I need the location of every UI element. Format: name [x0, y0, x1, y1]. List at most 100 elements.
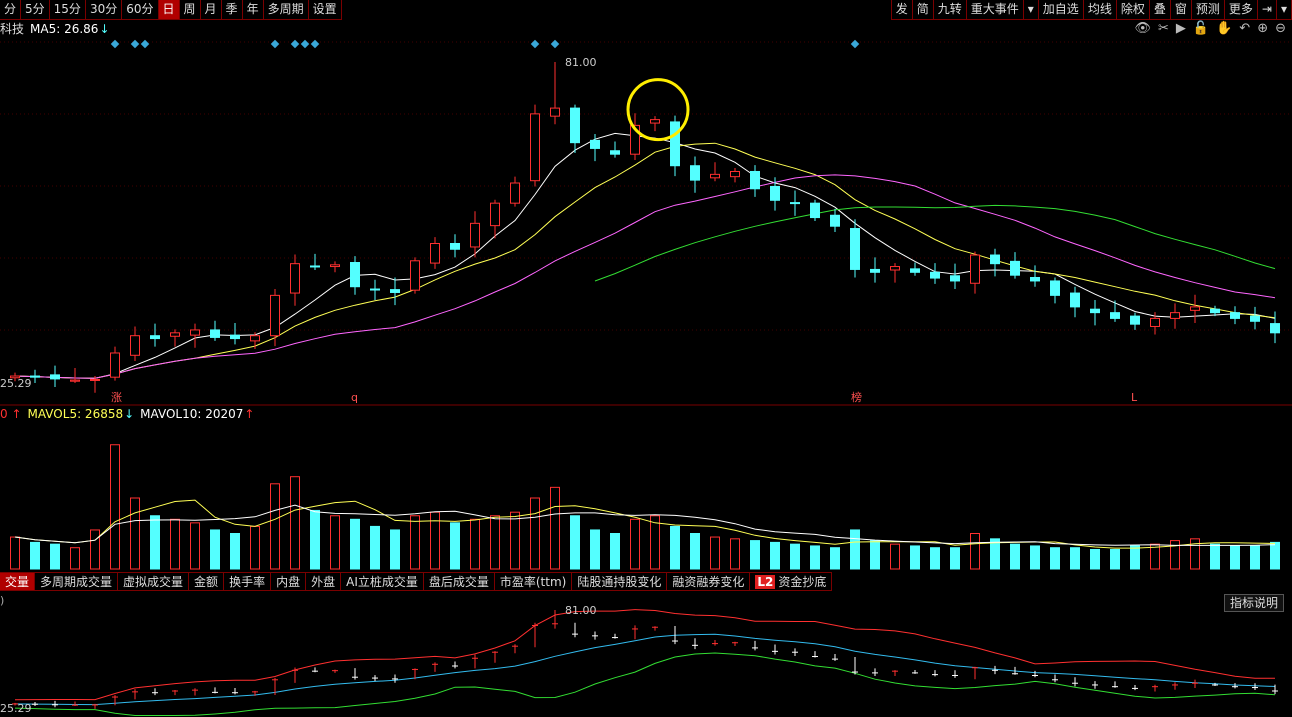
toolbar-button-9[interactable]: 窗 — [1171, 0, 1192, 19]
zoom-in-icon[interactable]: ⊕ — [1257, 21, 1269, 36]
indicator-explain-button[interactable]: 指标说明 — [1223, 594, 1284, 612]
candle — [1070, 286, 1080, 318]
lock-icon[interactable]: 🔓 — [1192, 21, 1210, 36]
toolbar-button-11[interactable]: 更多 — [1225, 0, 1258, 19]
volume-bar — [610, 533, 620, 570]
indicator-chart[interactable]: 81.00 25.29 — [0, 606, 1292, 716]
indicator-tab-11[interactable]: 融资融券变化 — [667, 573, 751, 590]
zoom-out-icon[interactable]: ⊖ — [1275, 21, 1286, 36]
signal-diamond-icon[interactable] — [300, 39, 310, 49]
signal-diamond-icon[interactable] — [130, 39, 140, 49]
ma60-line — [594, 204, 1276, 282]
candle — [190, 323, 200, 348]
toolbar-button-7[interactable]: 除权 — [1117, 0, 1150, 19]
period-tab-7[interactable]: 月 — [201, 0, 222, 19]
period-tab-0[interactable]: 分 — [0, 0, 22, 19]
period-tab-3[interactable]: 30分 — [86, 0, 123, 19]
candle — [1130, 312, 1140, 330]
candle — [250, 332, 260, 349]
volume-bar — [750, 540, 760, 570]
volume-bar — [590, 529, 600, 570]
indicator-tab-10[interactable]: 陆股通持股变化 — [572, 573, 668, 590]
event-marker[interactable]: 涨 — [111, 391, 122, 404]
high-price-label: 81.00 — [565, 56, 597, 69]
volume-bar — [690, 533, 700, 570]
volume-bar — [730, 538, 740, 570]
toolbar-button-6[interactable]: 均线 — [1084, 0, 1117, 19]
hand-icon[interactable]: ✋ — [1216, 21, 1233, 36]
indicator-tab-0[interactable]: 交量 — [0, 573, 36, 590]
undo-icon[interactable]: ↶ — [1239, 21, 1251, 36]
volume-bar — [30, 541, 40, 570]
candle — [1170, 303, 1180, 329]
volume-bar — [670, 525, 680, 570]
indicator-tab-5[interactable]: 内盘 — [271, 573, 307, 590]
toolbar-button-10[interactable]: 预测 — [1192, 0, 1225, 19]
indicator-tab-6[interactable]: 外盘 — [306, 573, 342, 590]
mavol5-line — [14, 499, 1276, 549]
toolbar-button-1[interactable]: 简 — [913, 0, 934, 19]
candle — [330, 261, 340, 273]
candle — [630, 113, 640, 160]
candle — [210, 320, 220, 341]
signal-diamond-icon[interactable] — [140, 39, 150, 49]
signal-diamond-icon[interactable] — [530, 39, 540, 49]
toolbar-button-3[interactable]: 重大事件 — [967, 0, 1024, 19]
candle — [550, 62, 560, 125]
period-tab-1[interactable]: 5分 — [21, 0, 50, 19]
toolbar-button-13[interactable]: ▾ — [1277, 0, 1292, 19]
ma10-line — [14, 142, 1276, 379]
candle — [270, 289, 280, 347]
volume-prefix: 0 ↑ — [0, 407, 22, 421]
volume-bar — [570, 515, 580, 570]
down-arrow-icon: ↓ — [124, 407, 135, 421]
volume-bar — [1250, 545, 1260, 570]
indicator-tab-1[interactable]: 多周期成交量 — [35, 573, 119, 590]
toolbar-button-12[interactable]: ⇥ — [1258, 0, 1277, 19]
candle — [30, 369, 40, 383]
period-tab-6[interactable]: 周 — [180, 0, 201, 19]
indicator-tab-7[interactable]: AI立桩成交量 — [341, 573, 424, 590]
indicator-tab-12[interactable]: L2 资金抄底 — [750, 573, 833, 590]
period-tab-9[interactable]: 年 — [243, 0, 264, 19]
signal-diamond-icon[interactable] — [850, 39, 860, 49]
volume-bar — [410, 515, 420, 570]
toolbar-button-5[interactable]: 加自选 — [1039, 0, 1084, 19]
signal-diamond-icon[interactable] — [270, 39, 280, 49]
period-tab-5[interactable]: 日 — [158, 0, 180, 19]
candle — [130, 326, 140, 362]
candle — [790, 190, 800, 216]
indicator-tab-3[interactable]: 金额 — [189, 573, 225, 590]
volume-chart[interactable] — [0, 421, 1292, 571]
period-tab-4[interactable]: 60分 — [122, 0, 159, 19]
toolbar-button-0[interactable]: 发 — [892, 0, 913, 19]
signal-diamond-icon[interactable] — [290, 39, 300, 49]
candlestick-chart[interactable]: 81.00 25.29 涨 q 榜 L — [0, 38, 1292, 406]
volume-bar — [450, 522, 460, 570]
indicator-tab-label: 内盘 — [276, 575, 301, 589]
period-tab-2[interactable]: 15分 — [50, 0, 86, 19]
candle — [1030, 265, 1040, 287]
play-icon[interactable]: ▶ — [1175, 21, 1186, 36]
event-marker[interactable]: L — [1131, 391, 1138, 404]
period-tab-11[interactable]: 设置 — [309, 0, 342, 19]
toolbar-button-4[interactable]: ▾ — [1024, 0, 1039, 19]
indicator-tab-2[interactable]: 虚拟成交量 — [118, 573, 190, 590]
scissors-icon[interactable]: ✂ — [1158, 21, 1169, 36]
signal-diamond-icon[interactable] — [310, 39, 320, 49]
eye-icon[interactable]: 👁 — [1134, 21, 1151, 36]
indicator-tab-4[interactable]: 换手率 — [224, 573, 272, 590]
period-tab-10[interactable]: 多周期 — [264, 0, 309, 19]
signal-diamond-icon[interactable] — [110, 39, 120, 49]
toolbar-button-8[interactable]: 叠 — [1150, 0, 1171, 19]
event-marker[interactable]: q — [351, 391, 358, 404]
volume-bar — [370, 525, 380, 570]
event-marker[interactable]: 榜 — [851, 390, 862, 404]
period-tab-8[interactable]: 季 — [222, 0, 243, 19]
indicator-tab-8[interactable]: 盘后成交量 — [424, 573, 495, 590]
signal-diamond-icon[interactable] — [550, 39, 560, 49]
volume-info: 0 ↑ MAVOL5: 26858 ↓ MAVOL10: 20207 ↑ — [0, 407, 254, 421]
toolbar-button-2[interactable]: 九转 — [934, 0, 967, 19]
volume-bar — [850, 529, 860, 570]
indicator-tab-9[interactable]: 市盈率(ttm) — [495, 573, 573, 590]
